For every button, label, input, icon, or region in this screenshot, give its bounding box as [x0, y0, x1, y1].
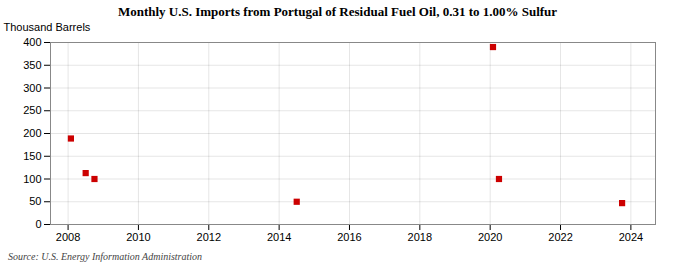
svg-text:2024: 2024	[619, 231, 643, 243]
svg-text:0: 0	[35, 218, 41, 230]
svg-text:2014: 2014	[267, 231, 291, 243]
svg-text:2022: 2022	[548, 231, 572, 243]
html-text:Source: U.S. Energy Informatio: Source: U.S. Energy Information Administ…	[8, 251, 203, 262]
svg-text:300: 300	[23, 82, 41, 94]
svg-text:2012: 2012	[197, 231, 221, 243]
html-text:Monthly U.S. Imports from Port: Monthly U.S. Imports from Portugal of Re…	[117, 4, 558, 19]
svg-text:250: 250	[23, 104, 41, 116]
svg-text:Thousand Barrels: Thousand Barrels	[4, 21, 91, 33]
svg-text:400: 400	[23, 36, 41, 48]
svg-text:150: 150	[23, 150, 41, 162]
svg-text:2010: 2010	[126, 231, 150, 243]
svg-text:2016: 2016	[337, 231, 361, 243]
svg-text:2008: 2008	[56, 231, 80, 243]
svg-text:2020: 2020	[478, 231, 502, 243]
svg-text:100: 100	[23, 173, 41, 185]
svg-text:50: 50	[29, 195, 41, 207]
svg-text:350: 350	[23, 59, 41, 71]
svg-text:2018: 2018	[408, 231, 432, 243]
svg-text:200: 200	[23, 127, 41, 139]
